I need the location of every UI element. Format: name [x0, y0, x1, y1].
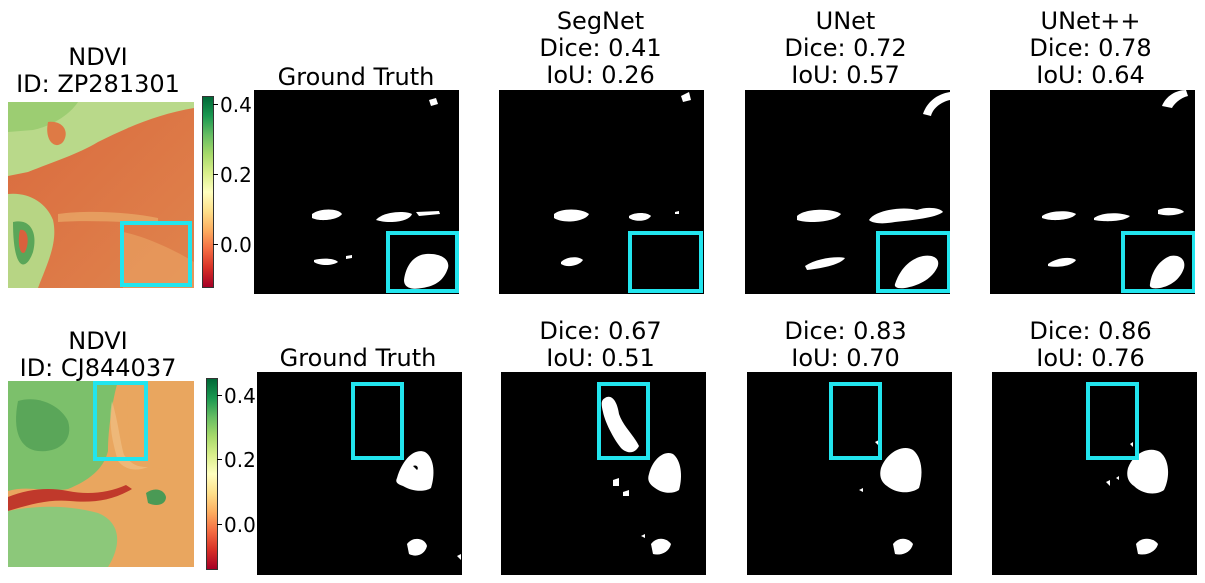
highlight-box	[829, 382, 882, 460]
ndvi-image-row2	[8, 381, 194, 567]
ground-truth-title: Ground Truth	[277, 63, 435, 91]
segnet-mask-row1	[499, 90, 704, 294]
iou-score: IoU: 0.57	[791, 61, 900, 89]
ndvi-label: NDVI	[68, 327, 128, 355]
colorbar-tick: 0.0	[224, 513, 256, 537]
highlight-box	[597, 382, 650, 460]
model-name: UNet	[815, 7, 876, 35]
segnet-mask-row2	[501, 372, 706, 575]
dice-score: Dice: 0.78	[1029, 34, 1152, 62]
model-metrics-row1-unet: UNet Dice: 0.72 IoU: 0.57	[743, 8, 948, 89]
ground-truth-title: Ground Truth	[279, 344, 437, 372]
iou-score: IoU: 0.70	[791, 344, 900, 372]
dice-score: Dice: 0.86	[1029, 317, 1152, 345]
model-metrics-row1-segnet: SegNet Dice: 0.41 IoU: 0.26	[498, 8, 703, 89]
ndvi-label: NDVI	[68, 43, 128, 71]
unet-mask-row1	[745, 90, 950, 294]
dice-score: Dice: 0.83	[784, 317, 907, 345]
ndvi-title-row2: NDVI ID: CJ844037	[8, 328, 188, 382]
unetpp-mask-row1	[990, 90, 1195, 294]
highlight-box	[1086, 382, 1139, 460]
colorbar-tick: 0.4	[224, 384, 256, 408]
model-metrics-row2-unetpp: Dice: 0.86 IoU: 0.76	[988, 318, 1193, 372]
iou-score: IoU: 0.26	[546, 61, 655, 89]
iou-score: IoU: 0.76	[1036, 344, 1145, 372]
highlight-box	[1121, 231, 1195, 293]
highlight-box	[120, 221, 192, 287]
model-name: UNet++	[1040, 7, 1141, 35]
colorbar-tick: 0.2	[224, 448, 256, 472]
highlight-box	[876, 231, 950, 293]
colorbar-row2	[206, 378, 218, 570]
highlight-box	[93, 381, 148, 461]
ground-truth-mask-row2	[257, 372, 462, 575]
colorbar-tick: 0.4	[220, 93, 252, 117]
highlight-box	[351, 382, 404, 460]
model-metrics-row2-segnet: Dice: 0.67 IoU: 0.51	[498, 318, 703, 372]
ndvi-title-row1: NDVI ID: ZP281301	[8, 44, 188, 98]
iou-score: IoU: 0.51	[546, 344, 655, 372]
unet-mask-row2	[747, 372, 952, 575]
unetpp-mask-row2	[992, 372, 1197, 575]
ndvi-image-row1	[8, 102, 194, 288]
model-metrics-row1-unetpp: UNet++ Dice: 0.78 IoU: 0.64	[988, 8, 1193, 89]
dice-score: Dice: 0.41	[539, 34, 662, 62]
colorbar-tick: 0.0	[220, 233, 252, 257]
image-id-label: ID: ZP281301	[16, 70, 180, 98]
iou-score: IoU: 0.64	[1036, 61, 1145, 89]
ground-truth-mask-row1	[254, 90, 459, 294]
highlight-box	[386, 231, 459, 293]
image-id-label: ID: CJ844037	[19, 354, 177, 382]
dice-score: Dice: 0.67	[539, 317, 662, 345]
dice-score: Dice: 0.72	[784, 34, 907, 62]
model-name: SegNet	[556, 7, 645, 35]
colorbar-tick: 0.2	[220, 163, 252, 187]
highlight-box	[628, 231, 703, 293]
colorbar-row1	[202, 96, 214, 288]
model-metrics-row2-unet: Dice: 0.83 IoU: 0.70	[743, 318, 948, 372]
